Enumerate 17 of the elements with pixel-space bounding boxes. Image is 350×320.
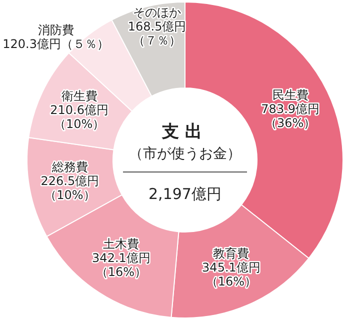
slice-label: 総務費 <box>50 160 88 174</box>
data-label: 342.1億円（16%） <box>92 251 150 280</box>
data-label: 210.6億円（10%） <box>50 102 109 131</box>
slice-label: 土木費 <box>103 237 140 252</box>
text: 2,197億円 <box>148 185 222 203</box>
data-label: 120.3億円（５％） <box>2 37 110 52</box>
text: （市が使うお金） <box>129 146 241 162</box>
slice-label: 消防費 <box>38 23 74 38</box>
data-label: 226.5億円（10%） <box>40 174 100 202</box>
slice-label: そのほか <box>133 5 182 20</box>
slice-label: 民生費 <box>272 88 308 102</box>
slice-label: 教育費 <box>213 246 250 260</box>
data-label: 783.9億円（36%） <box>261 102 320 130</box>
data-label: 168.5億円（７％） <box>128 19 186 48</box>
slice-label: 衛生費 <box>61 88 98 103</box>
text: 支出 <box>161 122 208 142</box>
data-label: 345.1億円（16%） <box>202 260 260 288</box>
